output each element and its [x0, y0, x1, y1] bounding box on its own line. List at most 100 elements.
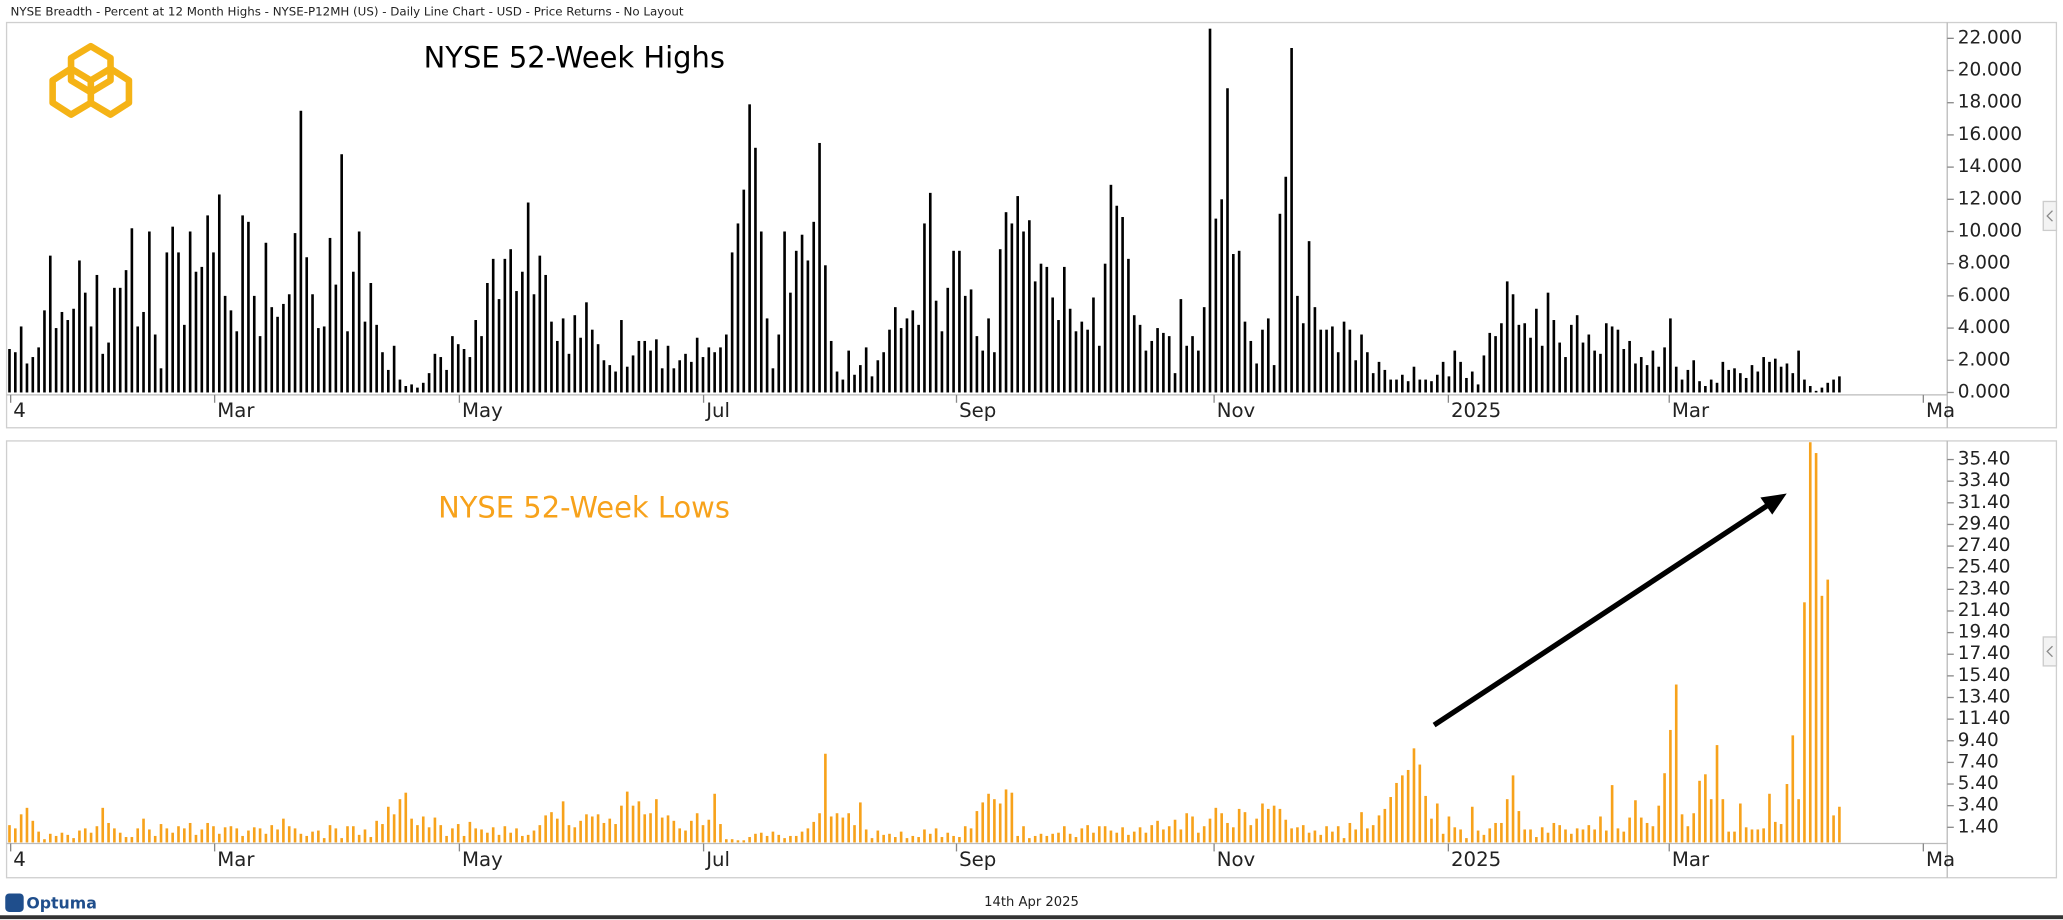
bar [1733, 368, 1736, 393]
bar [940, 837, 944, 843]
bar [1500, 822, 1503, 843]
bar [1505, 799, 1509, 843]
bar [1325, 329, 1328, 393]
bar [497, 299, 501, 393]
bar [1593, 829, 1596, 843]
bar [241, 835, 244, 843]
bar [1278, 808, 1282, 843]
bar [1785, 784, 1789, 843]
bar [299, 833, 303, 843]
bar [672, 820, 676, 843]
bar [1494, 822, 1497, 843]
bar [829, 816, 833, 843]
bar [1494, 336, 1497, 393]
bar [101, 807, 105, 843]
bar [177, 252, 180, 393]
bar [748, 104, 751, 393]
bar [759, 832, 763, 843]
bar [1424, 795, 1427, 843]
bar [1301, 323, 1305, 393]
bar [468, 357, 472, 393]
bar [526, 202, 530, 393]
bar [1132, 315, 1136, 393]
bar [1558, 342, 1561, 393]
bar [864, 829, 868, 843]
bar [1197, 350, 1200, 393]
bar [25, 363, 29, 393]
bar [812, 221, 816, 393]
bar [1313, 830, 1317, 843]
bar [1202, 826, 1206, 843]
bar [439, 825, 443, 843]
bar [1150, 825, 1154, 843]
bar [1051, 833, 1054, 843]
y-tick-label: 5.40 [1958, 773, 1999, 794]
bar [888, 329, 891, 393]
bar [375, 820, 378, 843]
bar [806, 260, 810, 393]
bar [544, 274, 547, 393]
bar [1220, 199, 1223, 393]
bar [655, 799, 658, 843]
bar [1342, 838, 1346, 843]
bar [1348, 822, 1352, 843]
bar [95, 274, 99, 393]
bar [1558, 825, 1561, 843]
bar [719, 347, 722, 393]
bar [1599, 353, 1602, 393]
bar [1674, 366, 1678, 393]
bar [754, 833, 757, 843]
bar [136, 828, 140, 843]
bar [352, 271, 355, 393]
bar [1663, 347, 1666, 393]
bar [1826, 382, 1830, 393]
y-tick-label: 15.40 [1958, 665, 2011, 686]
bar [369, 283, 373, 393]
bar [340, 154, 343, 393]
bar [940, 331, 944, 393]
bar [1698, 780, 1701, 843]
bar [14, 352, 17, 393]
bar [1237, 250, 1241, 393]
y-tick-label: 29.40 [1958, 513, 2011, 534]
bar [1727, 369, 1730, 393]
bar [1540, 345, 1544, 393]
bar [853, 374, 856, 393]
bar [1284, 176, 1288, 393]
bar [1185, 813, 1189, 843]
bar [1552, 320, 1556, 393]
x-tick-label: Mar [217, 399, 255, 422]
bar [1226, 88, 1229, 393]
bar [159, 824, 163, 843]
bar [1604, 323, 1608, 393]
bar [1325, 826, 1328, 843]
bar [818, 813, 821, 843]
bar [532, 294, 536, 393]
brand-icon [5, 893, 24, 912]
bar [462, 348, 466, 393]
bar [1715, 382, 1719, 393]
bar [1441, 361, 1445, 393]
bar [1214, 218, 1218, 393]
bar [1453, 350, 1457, 393]
bar [1033, 835, 1037, 843]
bar [596, 344, 600, 393]
bar [585, 302, 588, 393]
bar [1820, 387, 1824, 393]
bar [1389, 797, 1392, 843]
bar [1704, 774, 1707, 843]
bar [1715, 745, 1719, 843]
bar [928, 192, 932, 393]
bar [1301, 825, 1305, 843]
bar [701, 357, 705, 393]
bar [183, 828, 186, 843]
bar [585, 814, 588, 843]
bar [614, 824, 617, 843]
bar [1517, 324, 1521, 393]
x-tick-label: Jul [704, 399, 730, 422]
bar [532, 830, 536, 843]
bar [719, 824, 722, 843]
bar [1191, 336, 1194, 393]
bar [1814, 390, 1818, 393]
bar [923, 223, 926, 393]
